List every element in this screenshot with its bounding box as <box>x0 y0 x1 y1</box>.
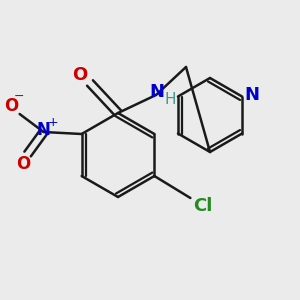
Text: N: N <box>37 121 51 139</box>
Text: H: H <box>164 92 176 107</box>
Text: O: O <box>72 66 88 84</box>
Text: N: N <box>244 85 260 103</box>
Text: O: O <box>4 97 19 115</box>
Text: +: + <box>47 116 58 130</box>
Text: Cl: Cl <box>193 197 212 215</box>
Text: N: N <box>149 83 164 101</box>
Text: O: O <box>16 155 31 173</box>
Text: −: − <box>14 89 24 103</box>
